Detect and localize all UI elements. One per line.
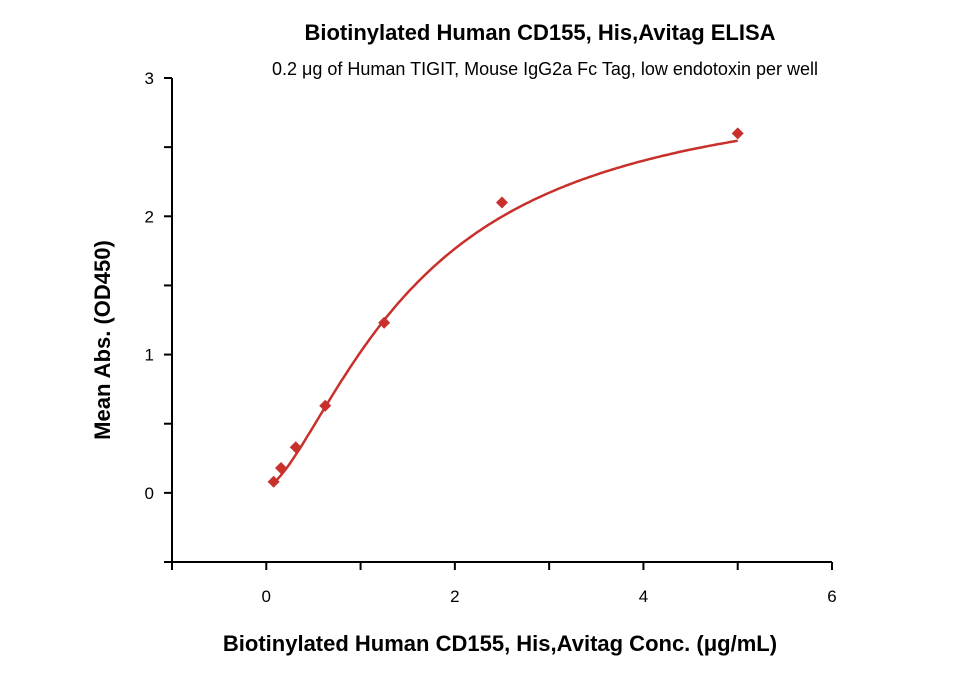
x-tick-label: 0 (262, 587, 271, 606)
data-point (274, 461, 287, 474)
y-tick-label: 0 (145, 484, 154, 503)
x-tick-label: 2 (450, 587, 459, 606)
data-point (289, 441, 302, 454)
data-point (731, 127, 744, 140)
y-tick-label: 1 (145, 346, 154, 365)
y-tick-label: 2 (145, 207, 154, 226)
chart-subtitle: 0.2 μg of Human TIGIT, Mouse IgG2a Fc Ta… (272, 59, 818, 79)
data-point (267, 475, 280, 488)
x-axis-label: Biotinylated Human CD155, His,Avitag Con… (223, 631, 777, 656)
fit-curve (272, 139, 738, 484)
data-point (378, 316, 391, 329)
x-tick-label: 4 (639, 587, 648, 606)
y-tick-label: 3 (145, 69, 154, 88)
data-point (496, 196, 508, 209)
chart-title: Biotinylated Human CD155, His,Avitag ELI… (304, 20, 775, 45)
x-tick-label: 6 (827, 587, 836, 606)
y-axis-label: Mean Abs. (OD450) (90, 240, 115, 440)
data-point (319, 399, 332, 412)
